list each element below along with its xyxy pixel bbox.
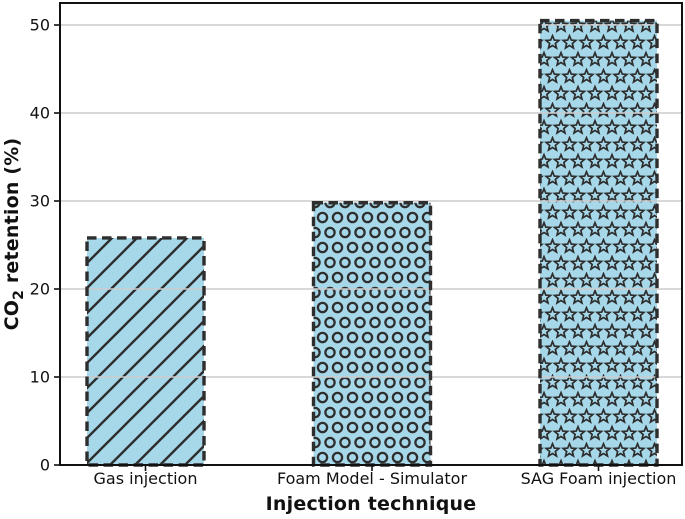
y-tick-label-50: 50 bbox=[30, 16, 50, 35]
bar-hatch-2 bbox=[540, 20, 657, 465]
x-tick-label-2: SAG Foam injection bbox=[521, 469, 677, 488]
axes-layer: 0 10 20 30 40 50 Gas injection Foam Model - Sim… bbox=[30, 2, 683, 488]
y-axis-title-text: CO bbox=[1, 299, 24, 331]
gridlines-layer bbox=[60, 24, 682, 378]
x-tick-label-0: Gas injection bbox=[94, 469, 198, 488]
y-axis-title-subscript: 2 bbox=[10, 289, 27, 300]
y-tick-label-30: 30 bbox=[30, 192, 50, 211]
plot-frame bbox=[59, 2, 683, 466]
bar-hatch-1 bbox=[313, 202, 431, 465]
bar-hatch-0 bbox=[87, 237, 204, 465]
bar-outline-0 bbox=[85, 236, 206, 467]
y-axis-title-text-2: retention (%) bbox=[1, 137, 24, 290]
y-tick-label-0: 0 bbox=[40, 456, 50, 475]
y-tick-label-10: 10 bbox=[30, 368, 50, 387]
y-tick-label-20: 20 bbox=[30, 280, 50, 299]
x-tick-label-1: Foam Model - Simulator bbox=[277, 469, 468, 488]
y-axis-title: CO2 retention (%) bbox=[1, 138, 27, 331]
y-tick-label-40: 40 bbox=[30, 104, 50, 123]
bars-layer bbox=[87, 20, 657, 465]
x-axis-title: Injection technique bbox=[265, 493, 477, 515]
